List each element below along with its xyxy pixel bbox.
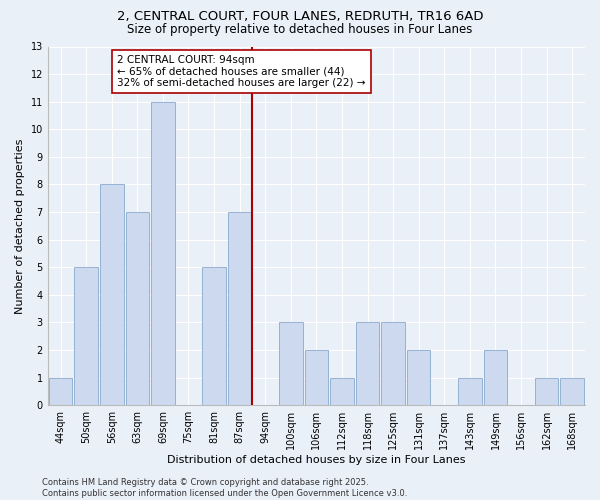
Bar xyxy=(202,267,226,405)
Bar xyxy=(151,102,175,405)
Bar xyxy=(228,212,251,405)
Y-axis label: Number of detached properties: Number of detached properties xyxy=(15,138,25,314)
Text: 2, CENTRAL COURT, FOUR LANES, REDRUTH, TR16 6AD: 2, CENTRAL COURT, FOUR LANES, REDRUTH, T… xyxy=(117,10,483,23)
Bar xyxy=(382,322,405,405)
Bar xyxy=(458,378,482,405)
Text: Size of property relative to detached houses in Four Lanes: Size of property relative to detached ho… xyxy=(127,22,473,36)
Bar xyxy=(100,184,124,405)
Bar xyxy=(279,322,302,405)
X-axis label: Distribution of detached houses by size in Four Lanes: Distribution of detached houses by size … xyxy=(167,455,466,465)
Bar xyxy=(305,350,328,405)
Bar xyxy=(125,212,149,405)
Bar xyxy=(74,267,98,405)
Bar xyxy=(356,322,379,405)
Text: Contains HM Land Registry data © Crown copyright and database right 2025.
Contai: Contains HM Land Registry data © Crown c… xyxy=(42,478,407,498)
Text: 2 CENTRAL COURT: 94sqm
← 65% of detached houses are smaller (44)
32% of semi-det: 2 CENTRAL COURT: 94sqm ← 65% of detached… xyxy=(117,55,365,88)
Bar xyxy=(330,378,354,405)
Bar xyxy=(560,378,584,405)
Bar xyxy=(407,350,430,405)
Bar xyxy=(535,378,559,405)
Bar xyxy=(49,378,73,405)
Bar xyxy=(484,350,507,405)
